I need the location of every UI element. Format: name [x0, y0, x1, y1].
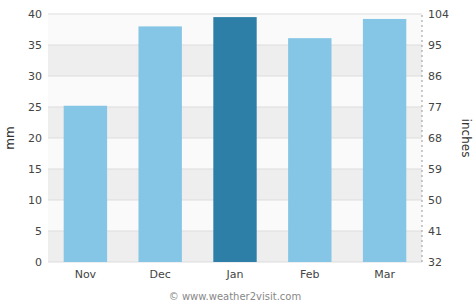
plot-area: [48, 14, 422, 262]
y-tick-label: 0: [35, 256, 42, 269]
chart: 0 5 10 15 20 25 30 35 40 mm 32 41 50 59 68 77 86 95 104 inc…: [0, 0, 474, 308]
grid: [48, 14, 422, 262]
y-axis: 0 5 10 15 20 25 30 35 40 mm: [3, 8, 42, 269]
y2-tick-label: 41: [428, 225, 442, 238]
y2-tick-label: 32: [428, 256, 442, 269]
bar: [213, 17, 256, 262]
y2-tick-label: 59: [428, 163, 442, 176]
bars: [64, 17, 407, 262]
x-tick-label: Mar: [374, 268, 395, 281]
y-tick-label: 5: [35, 225, 42, 238]
y2-tick-label: 95: [428, 39, 442, 52]
x-tick-label: Jan: [226, 268, 244, 281]
y2-tick-label: 77: [428, 101, 442, 114]
y2-tick-label: 68: [428, 132, 442, 145]
bar: [363, 19, 406, 262]
y-tick-label: 40: [28, 8, 42, 21]
grid-line: [48, 14, 422, 15]
y-axis-label: mm: [3, 126, 17, 149]
x-tick-label: Feb: [300, 268, 319, 281]
x-tick-label: Nov: [75, 268, 97, 281]
x-tick-label: Dec: [150, 268, 171, 281]
bar: [139, 26, 182, 262]
y2-tick-label: 86: [428, 70, 442, 83]
y2-tick-label: 104: [428, 8, 449, 21]
bar: [288, 38, 331, 262]
y-tick-label: 25: [28, 101, 42, 114]
y-tick-label: 10: [28, 194, 42, 207]
y2-axis-label: inches: [459, 119, 473, 158]
y-tick-label: 30: [28, 70, 42, 83]
y2-axis: 32 41 50 59 68 77 86 95 104 inches: [422, 8, 473, 269]
y-tick-label: 35: [28, 39, 42, 52]
watermark: © www.weather2visit.com: [169, 291, 301, 302]
y-tick-label: 20: [28, 132, 42, 145]
y-tick-label: 15: [28, 163, 42, 176]
y2-axis-line: [422, 14, 423, 262]
x-axis: Nov Dec Jan Feb Mar: [75, 268, 396, 281]
bar: [64, 106, 107, 262]
y2-tick-label: 50: [428, 194, 442, 207]
